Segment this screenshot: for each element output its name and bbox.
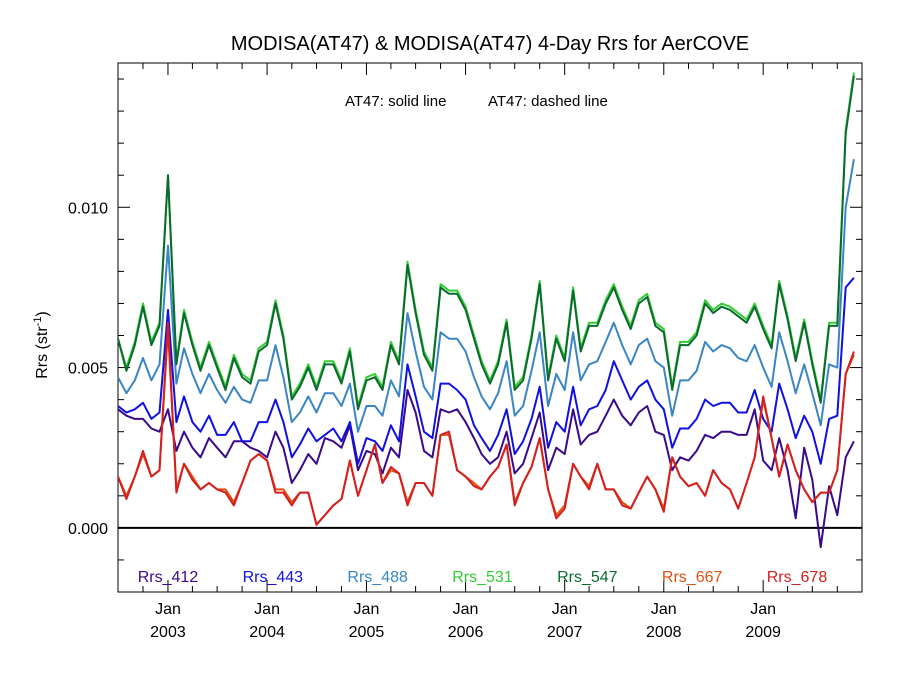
y-tick-label: 0.005 bbox=[68, 361, 108, 378]
legend-label-rrs_443: Rrs_443 bbox=[243, 569, 304, 586]
y-axis-label-text: Rrs (str-1) bbox=[32, 311, 51, 379]
y-tick-label: 0.010 bbox=[68, 200, 108, 217]
x-tick-label-month: Jan bbox=[552, 601, 578, 618]
x-tick-label-year: 2003 bbox=[150, 624, 186, 641]
plot-border bbox=[117, 62, 863, 593]
y-axis-label: Rrs (str-1) bbox=[32, 311, 51, 379]
x-tick-label-month: Jan bbox=[354, 601, 380, 618]
x-tick-label-year: 2009 bbox=[745, 624, 781, 641]
x-tick-label-year: 2007 bbox=[547, 624, 583, 641]
x-tick-label-month: Jan bbox=[155, 601, 181, 618]
legend-label-rrs_488: Rrs_488 bbox=[347, 569, 408, 586]
chart-title: MODISA(AT47) & MODISA(AT47) 4-Day Rrs fo… bbox=[231, 33, 749, 55]
series-line-rrs_488 bbox=[117, 159, 855, 433]
x-tick-label-month: Jan bbox=[453, 601, 479, 618]
x-tick-label-year: 2005 bbox=[349, 624, 385, 641]
series-line-rrs_547 bbox=[117, 75, 855, 411]
legend-label-rrs_412: Rrs_412 bbox=[138, 569, 199, 586]
x-tick-label-month: Jan bbox=[750, 601, 776, 618]
x-tick-label-year: 2006 bbox=[448, 624, 484, 641]
y-tick-label: 0.000 bbox=[68, 521, 108, 538]
x-tick-label-month: Jan bbox=[651, 601, 677, 618]
series-line-rrs_412 bbox=[117, 389, 855, 549]
axis-ticks bbox=[117, 63, 862, 592]
legend-label-rrs_531: Rrs_531 bbox=[452, 569, 513, 586]
x-tick-label-year: 2008 bbox=[646, 624, 682, 641]
series-lines bbox=[117, 72, 855, 549]
legend-label-rrs_678: Rrs_678 bbox=[767, 569, 828, 586]
x-tick-label-month: Jan bbox=[254, 601, 280, 618]
legend: Rrs_412 Rrs_443 Rrs_488 Rrs_531 Rrs_547 Rrs_6… bbox=[138, 569, 828, 586]
x-tick-labels: Jan 2003 Jan 2004 Jan 2005 Jan 2006 Jan 2007 Jan 20… bbox=[150, 601, 781, 641]
series-line-rrs_678 bbox=[117, 321, 855, 526]
series-line-rrs_443 bbox=[117, 277, 855, 465]
legend-label-rrs_667: Rrs_667 bbox=[662, 569, 723, 586]
y-tick-labels: 0.000 0.005 0.010 bbox=[68, 200, 108, 538]
legend-label-rrs_547: Rrs_547 bbox=[557, 569, 618, 586]
series-line-rrs_531 bbox=[117, 72, 855, 407]
x-tick-label-year: 2004 bbox=[249, 624, 285, 641]
plot-frame bbox=[117, 62, 863, 593]
annotation-solid: AT47: solid line bbox=[345, 93, 446, 110]
annotation-dashed: AT47: dashed line bbox=[488, 93, 608, 110]
